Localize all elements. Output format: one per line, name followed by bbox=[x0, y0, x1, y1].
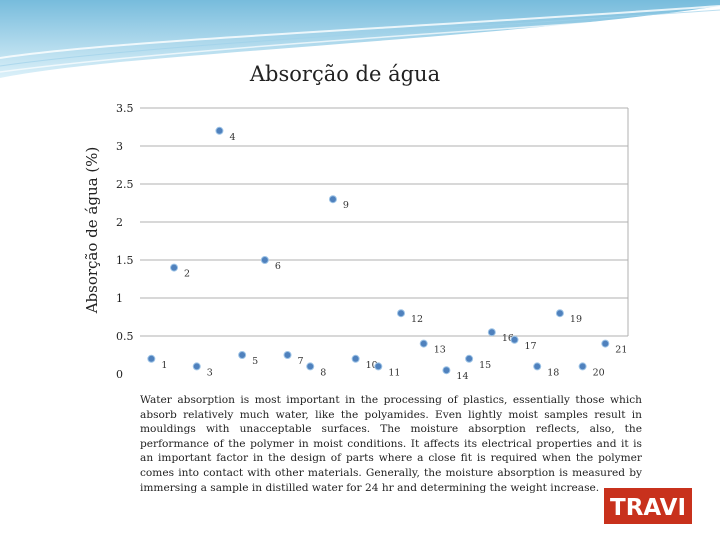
data-point bbox=[283, 351, 292, 359]
y-tick-label: 2 bbox=[116, 216, 123, 229]
logo-text: TRAVI bbox=[610, 495, 686, 521]
y-tick-label: 1 bbox=[116, 292, 123, 305]
data-point bbox=[328, 195, 337, 204]
data-point-label: 8 bbox=[320, 367, 326, 378]
data-point-label: 21 bbox=[615, 345, 627, 356]
data-point bbox=[192, 362, 201, 371]
data-point-label: 11 bbox=[388, 367, 400, 378]
data-point-label: 5 bbox=[252, 356, 258, 367]
description-text: Water absorption is most important in th… bbox=[140, 394, 642, 494]
data-point-label: 9 bbox=[343, 200, 349, 211]
y-tick-label: 3.5 bbox=[116, 102, 134, 115]
data-point bbox=[170, 263, 179, 272]
data-point-label: 18 bbox=[547, 367, 559, 378]
data-point bbox=[147, 354, 156, 363]
data-point bbox=[351, 354, 360, 363]
data-point bbox=[601, 339, 610, 348]
y-tick-label: 1.5 bbox=[116, 254, 134, 267]
y-tick-labels: 0 0.5 1 1.5 2 2.5 3 3.5 bbox=[116, 102, 134, 381]
y-tick-label: 0.5 bbox=[116, 330, 134, 343]
data-point-label: 12 bbox=[411, 314, 423, 325]
data-point bbox=[465, 354, 474, 363]
y-tick-label: 2.5 bbox=[116, 178, 134, 191]
y-tick-label: 3 bbox=[116, 140, 123, 153]
decorative-header-swoosh bbox=[0, 0, 720, 78]
travi-logo: TRAVI bbox=[604, 488, 692, 524]
data-point-label: 10 bbox=[366, 360, 378, 371]
data-point bbox=[442, 366, 451, 375]
data-point-label: 13 bbox=[434, 345, 446, 356]
data-point bbox=[533, 362, 542, 371]
data-point-label: 14 bbox=[456, 371, 468, 382]
y-tick-label: 0 bbox=[116, 368, 123, 381]
data-point-label: 15 bbox=[479, 360, 491, 371]
data-point bbox=[374, 362, 383, 371]
gridlines bbox=[140, 107, 629, 337]
data-point bbox=[419, 339, 428, 348]
data-point bbox=[510, 335, 519, 344]
data-point-label: 2 bbox=[184, 269, 190, 280]
data-point-label: 19 bbox=[570, 314, 582, 325]
chart-title: Absorção de água bbox=[249, 62, 441, 86]
data-point bbox=[215, 126, 224, 135]
data-point-label: 20 bbox=[593, 367, 605, 378]
data-point bbox=[397, 309, 406, 318]
data-point-label: 7 bbox=[298, 356, 304, 367]
data-point bbox=[306, 362, 315, 371]
data-point bbox=[487, 328, 496, 337]
data-point bbox=[238, 351, 247, 359]
data-point bbox=[578, 362, 587, 371]
data-point-label: 1 bbox=[161, 360, 167, 371]
data-point bbox=[555, 309, 564, 318]
data-point bbox=[260, 256, 269, 264]
data-point-label: 16 bbox=[502, 333, 514, 344]
data-point-label: 6 bbox=[275, 261, 281, 272]
data-point-label: 17 bbox=[525, 341, 537, 352]
data-point-label: 4 bbox=[229, 132, 235, 143]
data-point-label: 3 bbox=[207, 367, 213, 378]
